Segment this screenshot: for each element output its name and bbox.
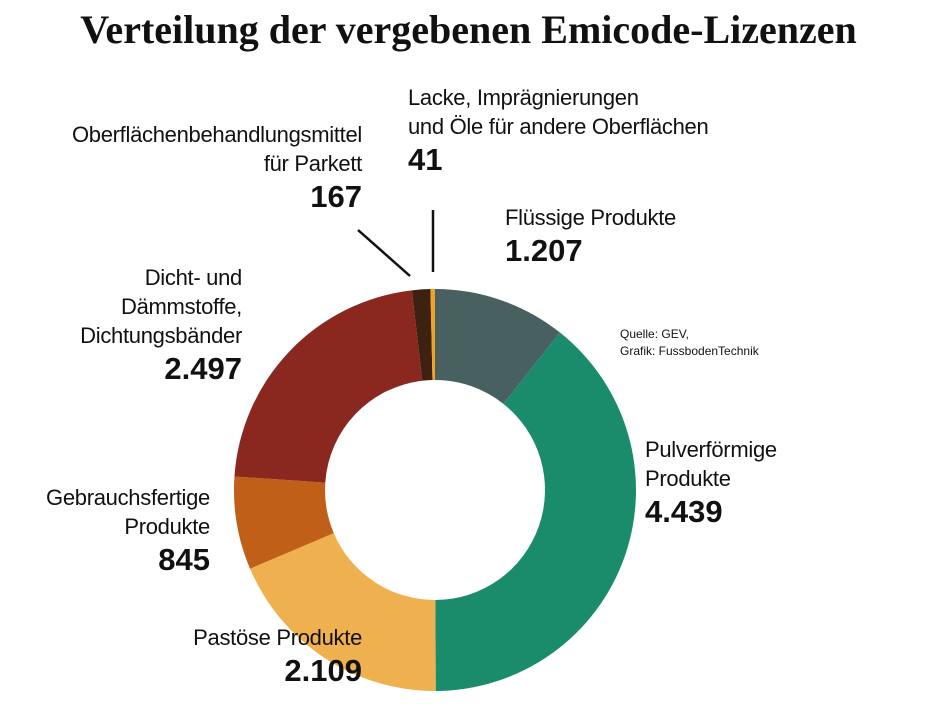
value-label: 845 [158, 542, 210, 577]
category-label: Oberflächenbehandlungsmittel für Parkett [71, 122, 362, 176]
slices [233, 289, 636, 691]
donut-slice [233, 476, 334, 569]
slice-label: Pastöse Produkte 2.109 [193, 623, 362, 690]
slice-label: Gebrauchsfertige Produkte 845 [46, 483, 210, 579]
donut-slice [430, 289, 435, 381]
donut-slice [250, 533, 436, 691]
category-label: Pulverförmige Produkte [645, 437, 777, 491]
value-label: 1.207 [505, 233, 583, 268]
slice-label: Flüssige Produkte 1.207 [505, 203, 676, 270]
donut-slice [234, 290, 423, 483]
category-label: Lacke, Imprägnierungen und Öle für ander… [408, 85, 709, 139]
source-note: Quelle: GEV, Grafik: FussbodenTechnik [620, 327, 759, 358]
slice-label: Oberflächenbehandlungsmittel für Parkett… [72, 120, 362, 216]
slice-label: Dicht- und Dämmstoffe, Dichtungsbänder 2.… [80, 263, 242, 388]
slice-label: Pulverförmige Produkte 4.439 [645, 435, 777, 531]
chart-title: Verteilung der vergebenen Emicode-Lizenz… [80, 7, 857, 52]
category-label: Gebrauchsfertige Produkte [46, 485, 210, 539]
category-label: Pastöse Produkte [193, 625, 362, 650]
donut-slice [411, 289, 433, 381]
slice-label: Lacke, Imprägnierungen und Öle für ander… [408, 83, 709, 179]
donut-slice [435, 289, 560, 404]
value-label: 167 [310, 179, 362, 214]
donut-slice [435, 332, 636, 691]
value-label: 2.109 [284, 653, 362, 688]
leader-line [357, 229, 411, 277]
category-label: Dicht- und Dämmstoffe, Dichtungsbänder [80, 265, 242, 348]
value-label: 41 [408, 142, 443, 177]
value-label: 2.497 [164, 351, 242, 386]
value-label: 4.439 [645, 494, 723, 529]
category-label: Flüssige Produkte [505, 205, 676, 230]
